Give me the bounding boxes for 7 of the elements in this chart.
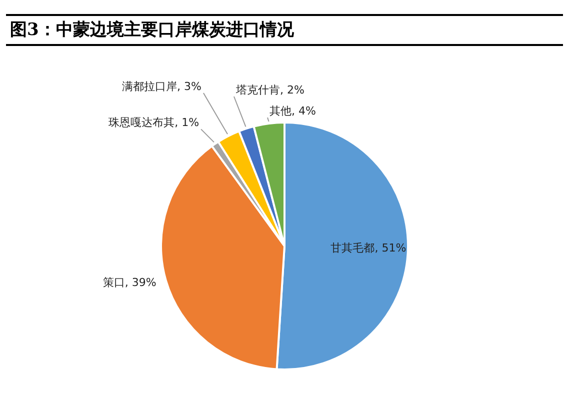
slice-label: 塔克什肯, 2% [234,83,304,96]
slice-label: 策口, 39% [102,276,156,290]
slice-label: 其他, 4% [270,104,316,118]
slice-label: 珠恩嘎达布其, 1% [108,116,200,130]
slice-label: 满都拉口岸, 3% [122,80,202,93]
slice-label: 甘其毛都, 51% [330,241,406,254]
chart-title: 图3：中蒙边境主要口岸煤炭进口情况 [6,14,563,46]
